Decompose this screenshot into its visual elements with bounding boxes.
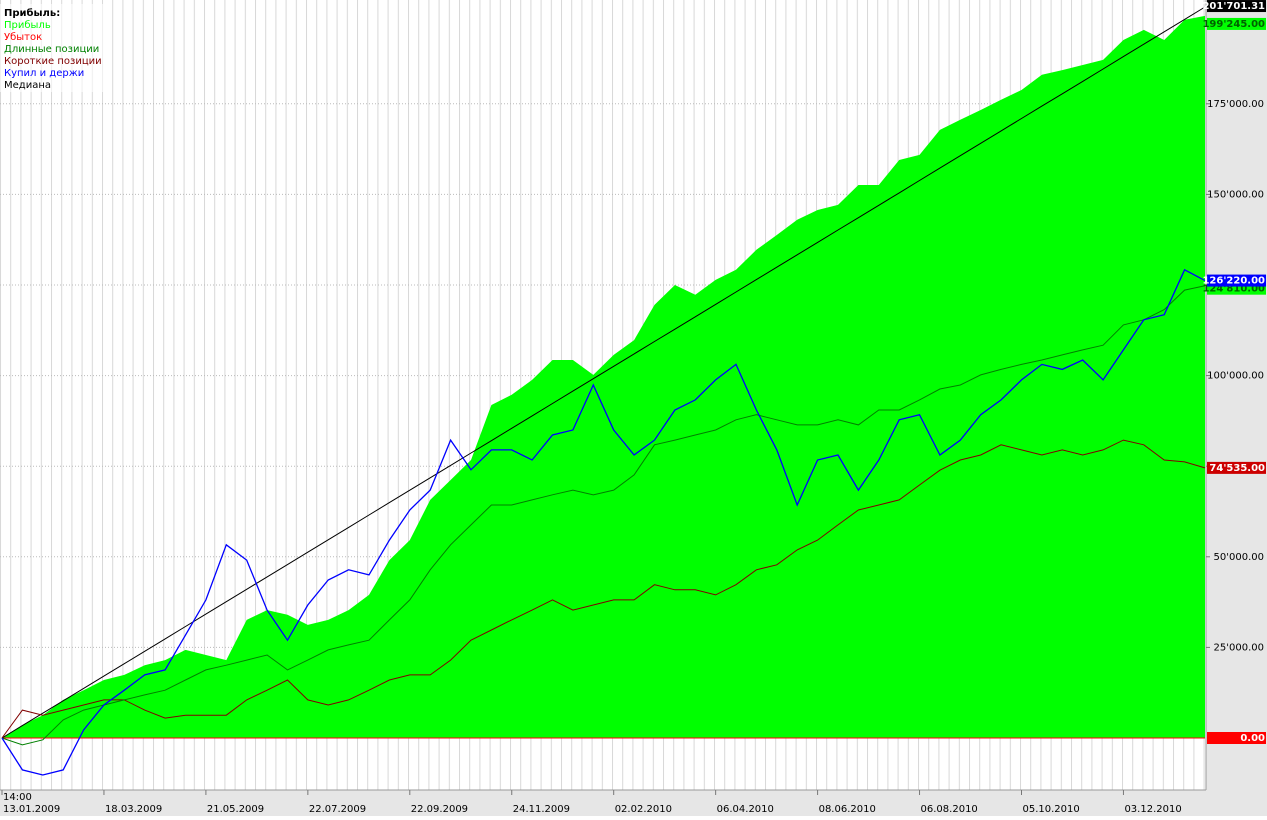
legend-background [0,4,112,92]
x-tick-label: 22.09.2009 [411,804,468,815]
end-label: 126'220.00 [1202,276,1265,287]
area [2,15,1205,738]
y-tick-label: 150'000.00 [1207,189,1264,200]
legend-entry: Прибыль [4,20,51,31]
end-label-box [1207,461,1266,474]
legend-entry: Короткие позиции [4,56,102,67]
y-tick-label: 175'000.00 [1207,99,1264,110]
x-tick-label: 03.12.2010 [1124,804,1181,815]
x-tick-label: 06.08.2010 [921,804,978,815]
legend-entry: Длинные позиции [4,44,99,55]
end-label: 0.00 [1240,733,1265,744]
line [1,285,1206,746]
line [1,439,1206,739]
end-label: 201'701.31 [1202,1,1265,12]
end-label-box [1207,0,1266,13]
x-tick-label: 02.02.2010 [615,804,672,815]
x-tick-label: 18.03.2009 [105,804,162,815]
line [1,268,1206,776]
time-label: 14:00 [3,792,32,803]
end-label-box [1207,17,1266,30]
end-label: 74'535.00 [1209,463,1265,474]
x-axis-panel [0,790,1267,816]
x-tick-label: 06.04.2010 [717,804,774,815]
legend-entry: Убыток [4,32,42,43]
end-label-box [1207,274,1266,287]
line [1,6,1206,739]
end-label: 199'245.00 [1202,19,1265,30]
y-tick-label: 100'000.00 [1207,371,1264,382]
y-tick-label: 50'000.00 [1214,552,1264,563]
legend-entry: Медиана [4,80,51,91]
end-label-box [1207,731,1266,744]
plot [0,6,1206,776]
x-tick-label: 22.07.2009 [309,804,366,815]
y-tick-label: 25'000.00 [1214,642,1264,653]
end-label: 124'810.00 [1202,284,1265,295]
x-tick-label: 13.01.2009 [3,804,60,815]
x-tick-label: 24.11.2009 [513,804,570,815]
legend-entry: Купил и держи [4,68,84,79]
x-tick-label: 05.10.2010 [1022,804,1079,815]
y-axis-panel [1206,0,1267,816]
x-tick-label: 21.05.2009 [207,804,264,815]
legend-title: Прибыль: [4,7,60,19]
x-tick-label: 08.06.2010 [819,804,876,815]
